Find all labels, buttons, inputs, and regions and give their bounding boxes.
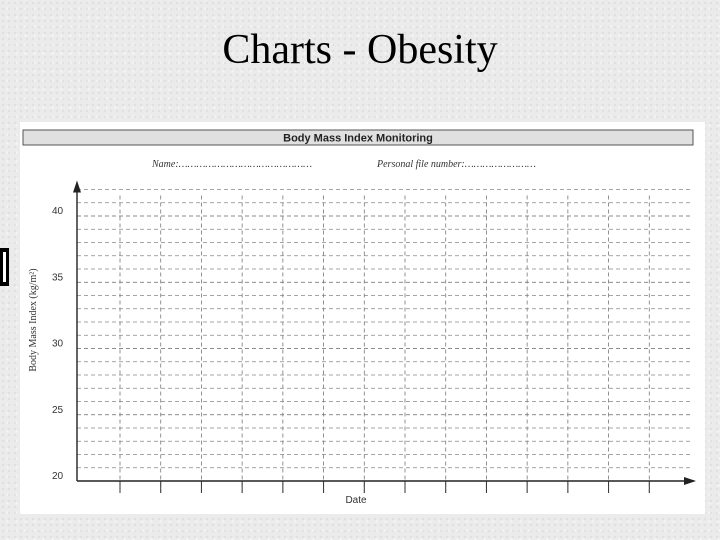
slide-title: Charts - Obesity [222,27,498,73]
chart-title: Body Mass Index Monitoring [283,133,433,145]
y-axis-label: Body Mass Index (kg/m²) [28,268,39,371]
chart-title-bar [22,129,694,146]
x-axis-label: Date [345,495,367,506]
axis-layer [73,180,696,485]
x-axis-arrow [684,477,696,485]
chart-card: Body Mass Index Monitoring Name:……………………… [20,122,705,514]
name-label: Name:……………………………………… [151,159,312,170]
y-axis-arrow [73,180,81,193]
y-tick-label-40: 40 [52,206,64,217]
bmi-chart: Body Mass Index Monitoring Name:……………………… [22,129,696,506]
grid-layer [77,189,690,493]
tick-layer: 40 35 30 25 20 [52,206,650,493]
side-bar-decoration [0,248,9,286]
y-tick-label-35: 35 [52,272,64,283]
y-tick-label-30: 30 [52,339,64,350]
y-tick-label-20: 20 [52,471,64,482]
file-number-label: Personal file number:…………………… [376,159,536,170]
y-tick-label-25: 25 [52,405,64,416]
